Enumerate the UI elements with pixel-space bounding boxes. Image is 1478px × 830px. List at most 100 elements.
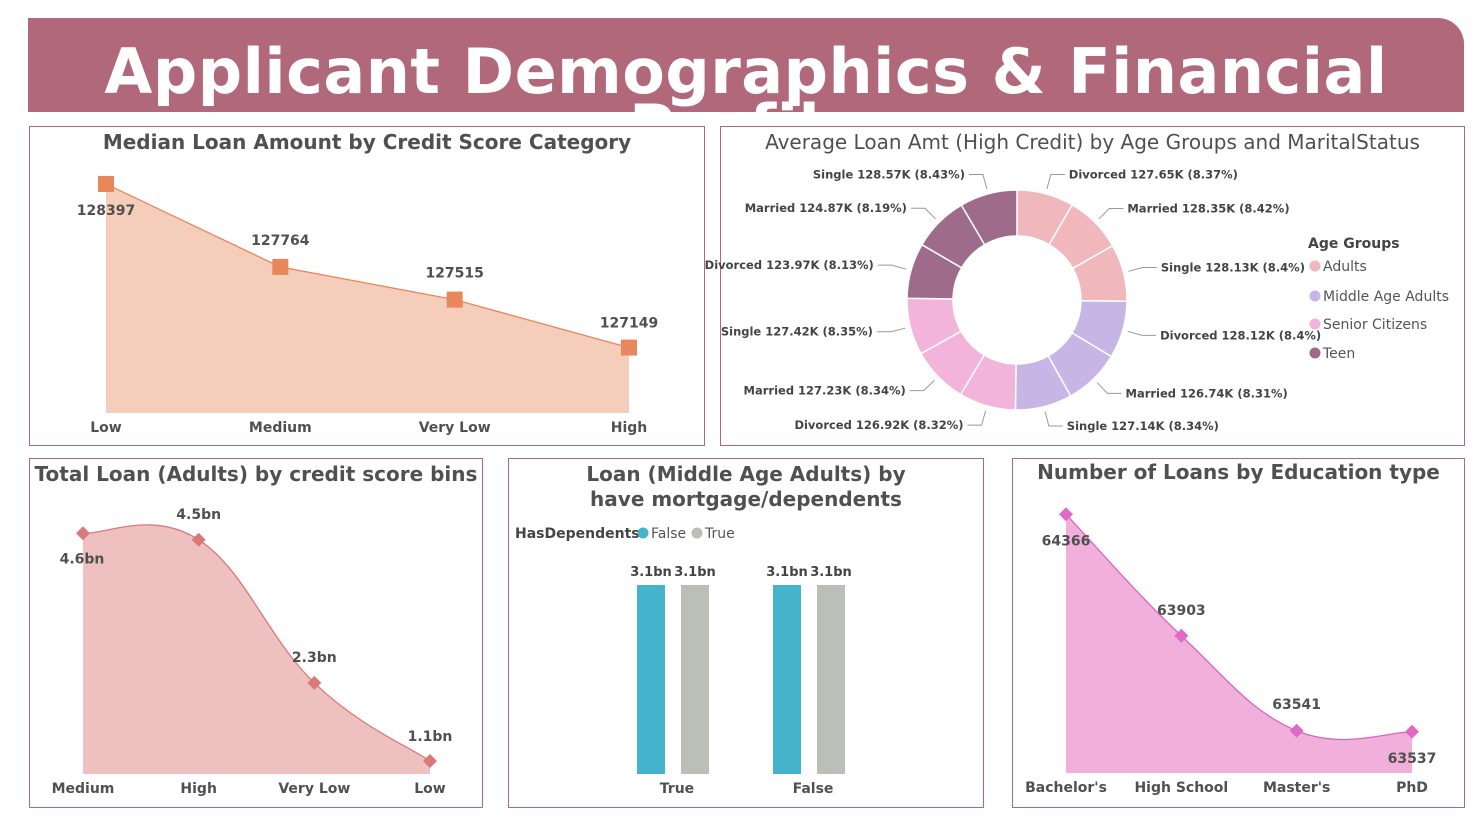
leader-line — [1096, 382, 1122, 394]
data-label: 64366 — [1042, 533, 1091, 549]
data-label: 3.1bn — [766, 565, 808, 580]
total-loan-adults-chart: 4.6bn Medium 4.5bn High 2.3bn Very Low 1.1bn Lo… — [52, 507, 453, 797]
data-point-marker — [621, 339, 637, 356]
slice-label: Single 128.57K (8.43%) — [813, 168, 965, 182]
data-label: 3.1bn — [674, 565, 716, 580]
x-tick-label: High — [180, 781, 217, 797]
x-tick-label: False — [793, 781, 834, 797]
series-line — [1065, 513, 1413, 741]
title-banner: Applicant Demographics & Financial Profi… — [28, 18, 1464, 159]
area-fill — [106, 183, 629, 413]
median-loan-credit-chart: 128397 Low 127764 Medium 127515 Very Low 12714… — [77, 175, 658, 436]
panel-total-loan-adults: Total Loan (Adults) by credit score bins… — [29, 458, 483, 808]
chart-title: Median Loan Amount by Credit Score Categ… — [102, 130, 632, 154]
chart-legend: Age Groups Adults Middle Age Adults Senior … — [1308, 236, 1449, 362]
series-line — [82, 524, 431, 762]
leader-line — [968, 174, 988, 190]
data-point-marker — [1289, 723, 1304, 738]
avg-loan-donut-chart: Divorced 127.65K (8.37%) Married 128.35K … — [705, 167, 1449, 433]
data-label: 63903 — [1157, 603, 1206, 619]
chart-title: Loan (Middle Age Adults) by have mortgag… — [586, 462, 906, 511]
chart-title: Number of Loans by Education type — [1037, 460, 1440, 484]
leader-line — [1098, 208, 1124, 220]
legend-label: Senior Citizens — [1323, 317, 1427, 333]
data-label: 127764 — [251, 233, 310, 249]
legend-swatch — [637, 527, 649, 539]
x-tick-label: Medium — [52, 781, 115, 797]
data-label: 4.5bn — [176, 507, 221, 523]
x-tick-label: Medium — [249, 420, 312, 436]
slice-label: Single 127.14K (8.34%) — [1067, 419, 1219, 433]
data-label: 127515 — [425, 266, 483, 282]
panel-loan-middle-age: Loan (Middle Age Adults) by have mortgag… — [508, 458, 984, 808]
data-point-marker — [1174, 628, 1189, 643]
data-point-marker — [76, 526, 90, 541]
chart-title: Average Loan Amt (High Credit) by Age Gr… — [765, 130, 1420, 154]
slice-label: Married 124.87K (8.19%) — [745, 201, 907, 215]
x-tick-label: Very Low — [278, 781, 350, 797]
leader-line — [910, 207, 936, 220]
legend-swatch — [1309, 318, 1321, 330]
x-tick-label: Low — [90, 420, 122, 436]
leader-line — [1044, 411, 1063, 427]
bar — [681, 585, 709, 774]
data-label: 63541 — [1272, 697, 1321, 713]
legend-title: HasDependents — [515, 526, 640, 542]
chart-legend: HasDependents False True — [515, 526, 735, 542]
area-fill — [83, 524, 430, 774]
series-line — [105, 183, 630, 349]
data-point-marker — [191, 532, 206, 547]
data-label: 128397 — [77, 203, 135, 219]
legend-label: Teen — [1322, 346, 1355, 362]
leader-line — [1046, 173, 1065, 190]
data-label: 3.1bn — [630, 565, 672, 580]
leader-line — [1128, 267, 1157, 272]
data-label: 3.1bn — [810, 565, 852, 580]
data-label: 63537 — [1388, 751, 1437, 767]
x-tick-label: Master's — [1263, 780, 1330, 796]
legend-swatch — [1309, 260, 1321, 272]
slice-label: Single 128.13K (8.4%) — [1161, 261, 1305, 275]
data-label: 4.6bn — [60, 551, 105, 567]
loans-by-education-chart: 64366 Bachelor's 63903 High School 63541 Mast… — [1025, 507, 1437, 796]
legend-label: Adults — [1323, 259, 1367, 275]
x-tick-label: Low — [414, 781, 446, 797]
area-fill — [1066, 514, 1412, 773]
slice-label: Single 127.42K (8.35%) — [721, 325, 873, 339]
bar — [637, 585, 665, 774]
slice-label: Divorced 128.12K (8.4%) — [1160, 328, 1321, 342]
legend-label: Middle Age Adults — [1323, 289, 1449, 305]
x-tick-label: Bachelor's — [1025, 780, 1107, 796]
legend-title: Age Groups — [1308, 236, 1400, 252]
legend-swatch — [691, 527, 703, 539]
data-point-marker — [98, 175, 114, 192]
leader-line — [876, 327, 906, 333]
leader-line — [1127, 330, 1157, 336]
donut-slice — [960, 189, 1018, 246]
chart-title: Total Loan (Adults) by credit score bins — [34, 462, 478, 486]
data-point-marker — [272, 258, 289, 275]
slice-label: Divorced 126.92K (8.32%) — [794, 418, 963, 432]
data-label: 127149 — [600, 316, 658, 332]
panel-median-loan-credit: Median Loan Amount by Credit Score Categ… — [29, 126, 705, 446]
panel-loans-by-education: Number of Loans by Education type 64366 B… — [1012, 458, 1465, 808]
leader-line — [967, 410, 987, 426]
data-point-marker — [1405, 724, 1419, 739]
legend-label: False — [651, 526, 686, 542]
bar — [817, 585, 845, 774]
x-tick-label: True — [660, 781, 694, 797]
panel-avg-loan-age-marital: Average Loan Amt (High Credit) by Age Gr… — [705, 126, 1465, 446]
legend-swatch — [1309, 290, 1321, 302]
data-label: 1.1bn — [408, 729, 453, 745]
legend-label: True — [704, 526, 735, 542]
leader-line — [877, 264, 907, 270]
slice-label: Married 127.23K (8.34%) — [744, 384, 906, 398]
data-point-marker — [307, 675, 322, 690]
leader-line — [909, 379, 935, 392]
bar — [773, 585, 801, 774]
data-point-marker — [446, 291, 463, 308]
x-tick-label: Very Low — [419, 420, 491, 436]
slice-label: Married 128.35K (8.42%) — [1127, 202, 1289, 216]
x-tick-label: PhD — [1396, 780, 1428, 796]
